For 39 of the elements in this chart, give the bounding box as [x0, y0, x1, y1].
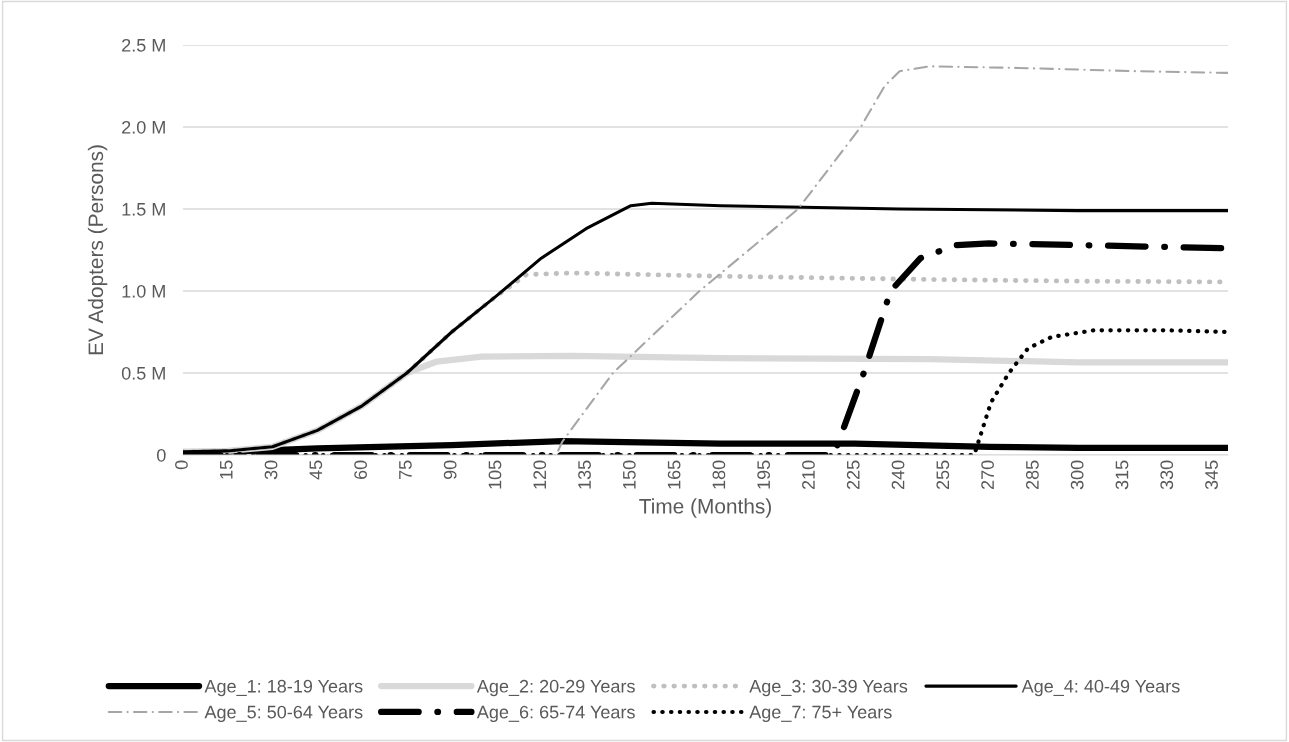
x-tick-label: 300	[1070, 460, 1084, 490]
x-tick-label: 180	[712, 460, 726, 489]
y-tick-label: 0	[157, 448, 166, 462]
x-tick-label: 45	[309, 460, 323, 480]
x-axis-title: Time (Months)	[639, 498, 771, 518]
x-tick-label: 135	[578, 460, 591, 489]
x-tick-label: 0	[175, 460, 188, 470]
x-tick-label: 165	[667, 460, 681, 489]
y-tick-label: 2.5 M	[122, 38, 165, 52]
x-tick-label: 90	[443, 460, 457, 480]
x-tick-label: 195	[757, 460, 771, 489]
y-tick-label: 0.5 M	[121, 366, 165, 380]
x-tick-label: 225	[846, 460, 860, 490]
x-tick-label: 15	[220, 460, 233, 479]
y-tick-label: 1.5 M	[122, 203, 165, 216]
x-tick-label: 330	[1160, 460, 1174, 490]
x-tick-label: 345	[1205, 460, 1218, 490]
x-tick-label: 30	[264, 460, 278, 480]
legend-label: Age_5: 50-64 Years	[204, 705, 363, 723]
x-tick-label: 150	[622, 460, 636, 489]
legend-label: Age_2: 20-29 Years	[476, 679, 635, 697]
x-tick-label: 285	[1025, 460, 1039, 490]
y-tick-label: 2.0 M	[122, 120, 165, 134]
x-tick-label: 210	[802, 460, 815, 490]
x-tick-label: 60	[354, 460, 367, 480]
y-tick-label: 1.0 M	[122, 284, 165, 298]
legend-label: Age_1: 18-19 Years	[204, 679, 363, 697]
x-tick-label: 105	[488, 460, 502, 489]
x-tick-label: 120	[533, 460, 547, 489]
x-tick-label: 75	[399, 460, 412, 480]
x-tick-label: 270	[981, 460, 994, 490]
legend-label: Age_4: 40-49 Years	[1021, 679, 1180, 697]
x-tick-label: 315	[1115, 460, 1129, 490]
x-tick-label: 240	[891, 460, 905, 490]
legend-label: Age_6: 65-74 Years	[476, 705, 635, 723]
legend-label: Age_7: 75+ Years	[749, 705, 892, 723]
x-tick-label: 255	[936, 460, 950, 490]
legend-label: Age_3: 30-39 Years	[749, 679, 908, 697]
y-axis-title: EV Adopters (Persons)	[87, 145, 108, 355]
